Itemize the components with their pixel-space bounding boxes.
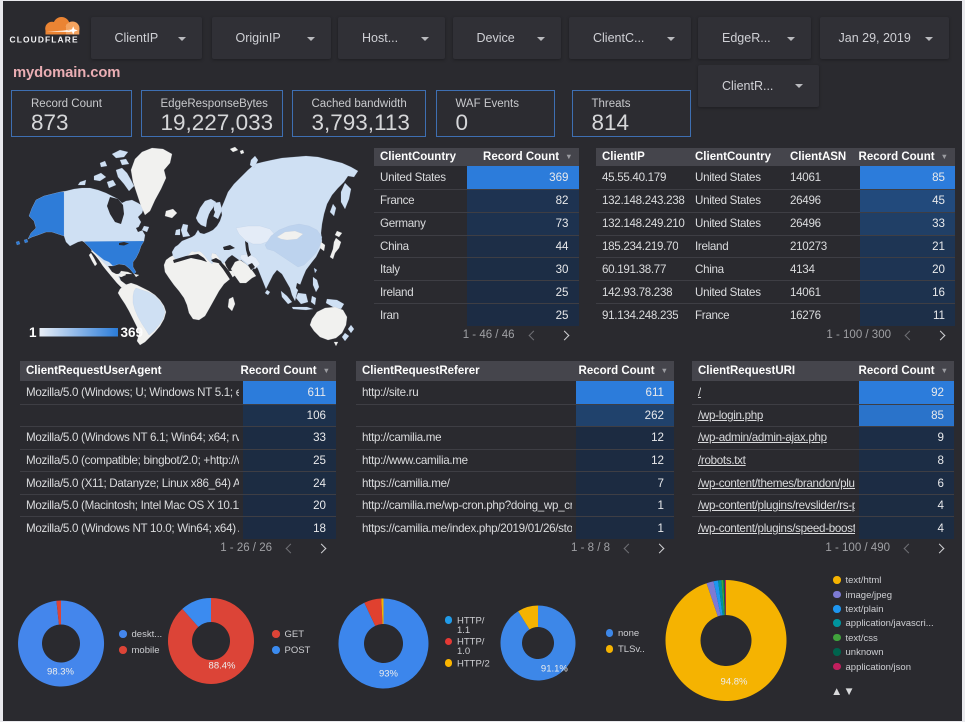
svg-text:1: 1 — [29, 325, 37, 340]
svg-text:369: 369 — [121, 325, 144, 340]
svg-text:CLOUDFLARE: CLOUDFLARE — [10, 34, 79, 44]
